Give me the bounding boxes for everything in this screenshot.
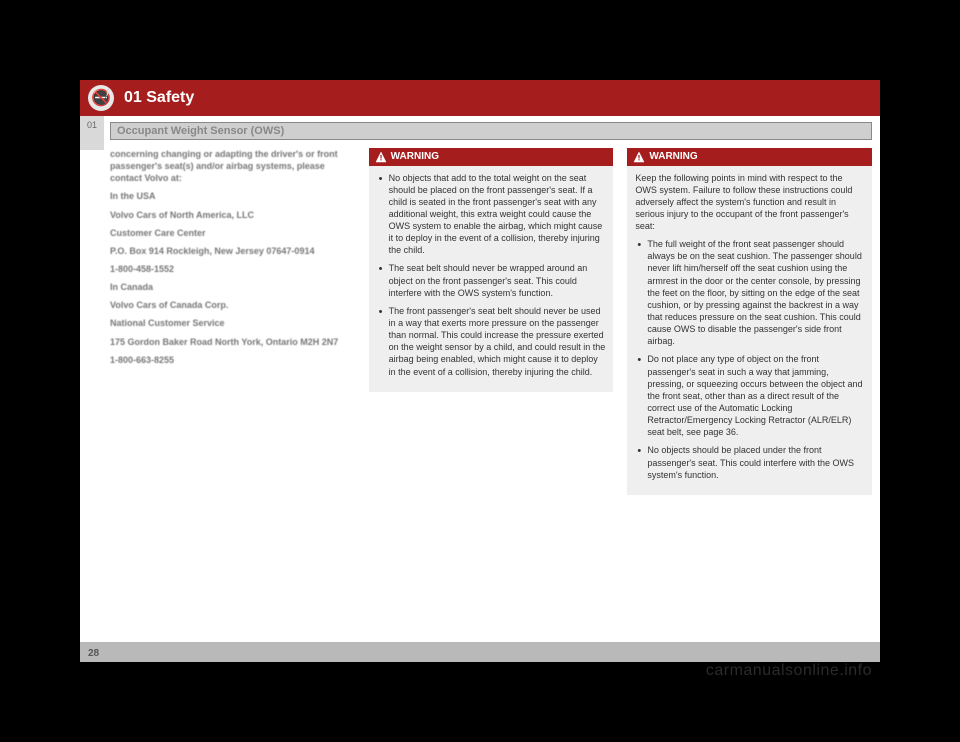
contact-text: In the USA (110, 190, 355, 202)
warning-bullet: The seat belt should never be wrapped ar… (377, 262, 606, 298)
contact-text: 1-800-663-8255 (110, 354, 355, 366)
warning-bullet: The full weight of the front seat passen… (635, 238, 864, 347)
warning-bullet: No objects should be placed under the fr… (635, 444, 864, 480)
warning-label: WARNING (391, 150, 439, 164)
warning-header: WARNING (627, 148, 872, 166)
chapter-title: 01 Safety (124, 89, 194, 107)
contact-text: Customer Care Center (110, 227, 355, 239)
chapter-header: 🚭 01 Safety (80, 80, 880, 116)
warning-bullet: No objects that add to the total weight … (377, 172, 606, 257)
contact-text: Volvo Cars of Canada Corp. (110, 299, 355, 311)
page-footer: 28 (80, 642, 880, 662)
warning-box: WARNING Keep the following points in min… (627, 148, 872, 495)
section-title-bar: Occupant Weight Sensor (OWS) (110, 122, 872, 140)
contact-text: Volvo Cars of North America, LLC (110, 209, 355, 221)
watermark: carmanualsonline.info (706, 662, 872, 680)
contact-text: concerning changing or adapting the driv… (110, 148, 355, 184)
contact-text: P.O. Box 914 Rockleigh, New Jersey 07647… (110, 245, 355, 257)
contact-text: In Canada (110, 281, 355, 293)
column-right: WARNING Keep the following points in min… (627, 148, 872, 495)
warning-header: WARNING (369, 148, 614, 166)
column-left: concerning changing or adapting the driv… (110, 148, 355, 495)
warning-body: No objects that add to the total weight … (369, 166, 614, 392)
warning-intro: Keep the following points in mind with r… (635, 172, 864, 233)
contact-text: National Customer Service (110, 317, 355, 329)
warning-body: Keep the following points in mind with r… (627, 166, 872, 495)
contact-text: 1-800-458-1552 (110, 263, 355, 275)
warning-triangle-icon (375, 151, 387, 163)
contact-text: 175 Gordon Baker Road North York, Ontari… (110, 336, 355, 348)
icon-glyph: 🚭 (91, 88, 111, 108)
page-number: 28 (88, 648, 99, 659)
column-center: WARNING No objects that add to the total… (369, 148, 614, 495)
warning-label: WARNING (649, 150, 697, 164)
no-smoking-icon: 🚭 (88, 85, 114, 111)
warning-triangle-icon (633, 151, 645, 163)
content-columns: concerning changing or adapting the driv… (110, 148, 872, 495)
warning-box: WARNING No objects that add to the total… (369, 148, 614, 392)
manual-page: 🚭 01 Safety 01 Occupant Weight Sensor (O… (80, 80, 880, 662)
warning-bullet: The front passenger's seat belt should n… (377, 305, 606, 378)
side-tab: 01 (80, 116, 104, 150)
warning-bullet: Do not place any type of object on the f… (635, 353, 864, 438)
